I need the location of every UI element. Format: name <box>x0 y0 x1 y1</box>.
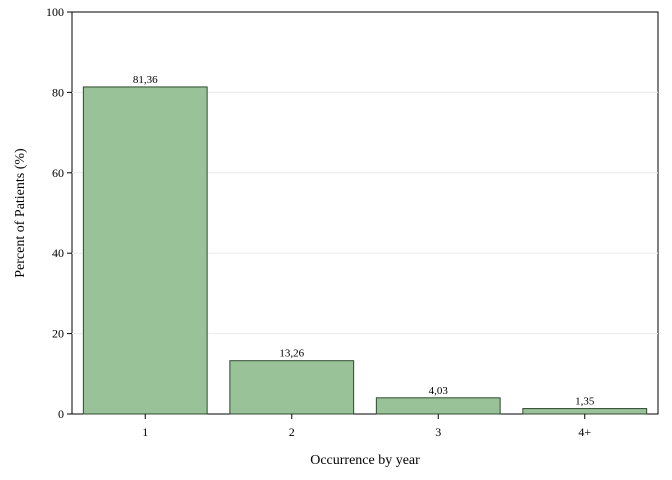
y-tick-label: 40 <box>52 246 64 260</box>
x-axis: 1 2 3 4+ <box>142 414 591 439</box>
bar-2 <box>229 360 355 415</box>
y-tick-label: 0 <box>58 407 64 421</box>
plot-frame <box>71 11 659 415</box>
y-tick-label: 20 <box>52 327 64 341</box>
x-tick-label: 2 <box>289 425 295 439</box>
x-tick-label: 3 <box>435 425 441 439</box>
y-tick-label: 100 <box>46 5 64 19</box>
data-labels: 81,36 13,26 4,03 1,35 <box>133 74 595 408</box>
y-tick-label: 80 <box>52 85 64 99</box>
x-tick-label: 1 <box>142 425 148 439</box>
data-label: 1,35 <box>575 396 595 408</box>
bar-4 <box>522 408 648 415</box>
y-axis: 0 20 40 60 80 100 <box>46 5 72 421</box>
bar-3 <box>375 397 501 415</box>
x-tick-label: 4+ <box>578 425 591 439</box>
x-axis-title: Occurrence by year <box>310 453 420 468</box>
y-axis-title: Percent of Patients (%) <box>13 148 28 278</box>
data-label: 81,36 <box>133 74 158 86</box>
data-label: 4,03 <box>429 385 449 397</box>
y-tick-label: 60 <box>52 166 64 180</box>
bar-1 <box>82 86 208 415</box>
data-label: 13,26 <box>279 348 304 360</box>
bars <box>82 86 648 415</box>
